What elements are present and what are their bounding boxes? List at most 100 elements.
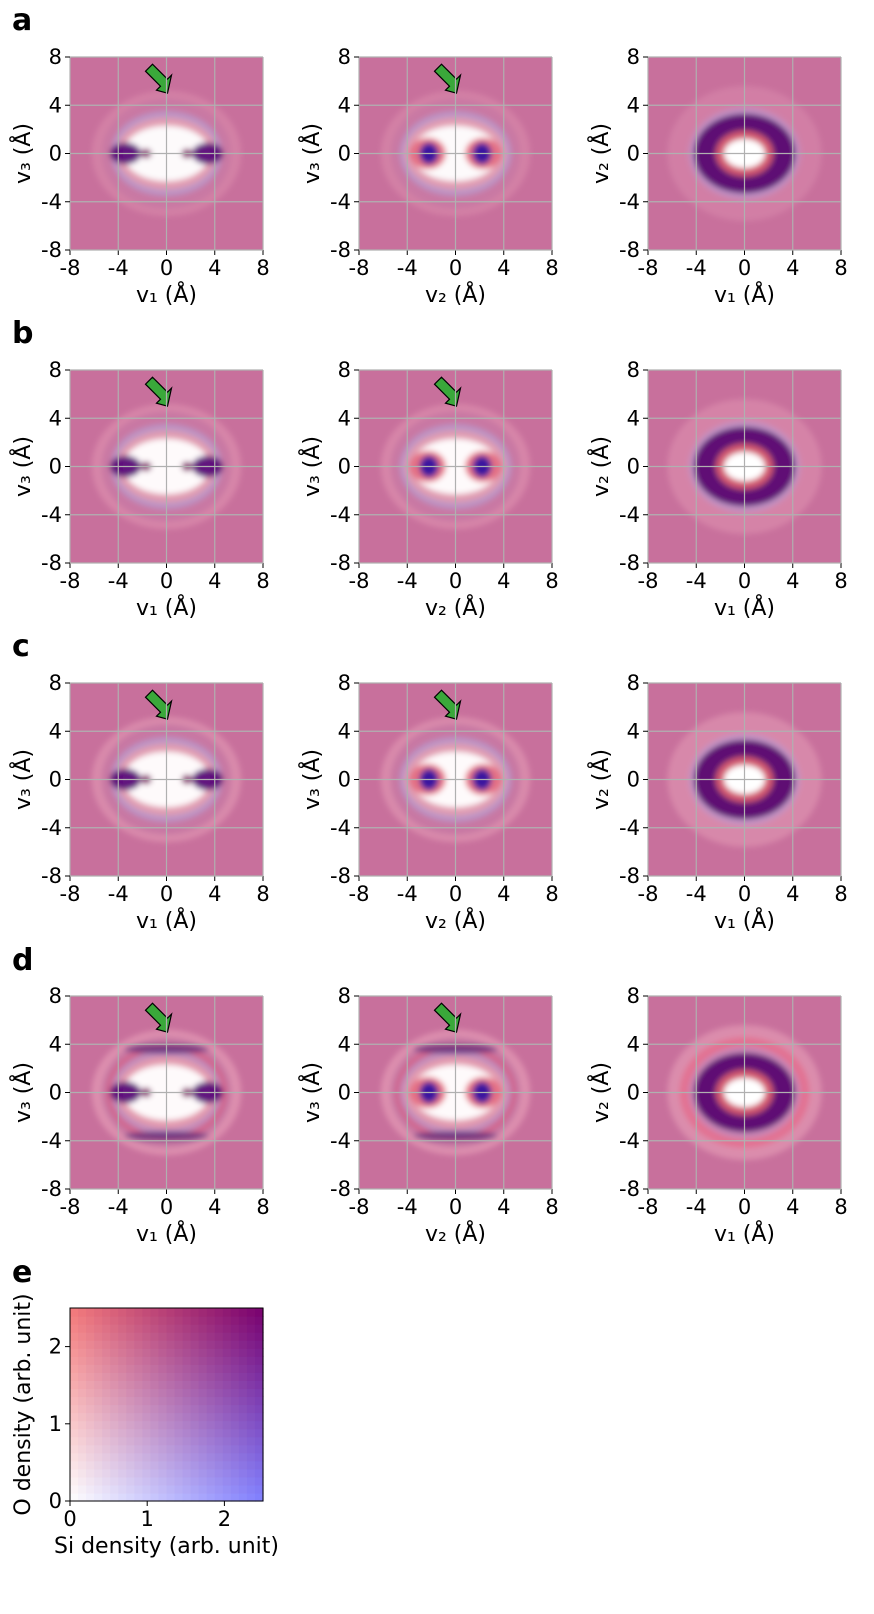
colormap-cell <box>86 1477 95 1486</box>
colormap-cell <box>142 1340 151 1349</box>
colormap-cell <box>70 1453 79 1462</box>
colormap-cell <box>175 1461 184 1470</box>
colormap-cell <box>118 1437 127 1446</box>
colormap-cell <box>247 1437 256 1446</box>
colormap-cell <box>78 1348 87 1357</box>
colormap-cell <box>118 1453 127 1462</box>
colormap-cell <box>167 1316 176 1325</box>
colormap-cell <box>102 1413 111 1422</box>
colormap-cell <box>223 1477 232 1486</box>
colormap-cell <box>126 1388 135 1397</box>
colormap-cell <box>110 1461 119 1470</box>
colormap-cell <box>255 1445 264 1454</box>
colormap-cell <box>110 1437 119 1446</box>
colormap-cell <box>255 1453 264 1462</box>
colormap-cell <box>110 1445 119 1454</box>
colormap-cell <box>183 1324 192 1333</box>
y-tick-label: 4 <box>49 406 62 430</box>
colormap-cell <box>150 1396 159 1405</box>
colormap-cell <box>191 1429 200 1438</box>
x-axis-label: v₁ (Å) <box>714 1220 775 1247</box>
colormap-cell <box>215 1493 224 1502</box>
colormap-cell <box>191 1316 200 1325</box>
x-tick-label: 8 <box>256 1195 269 1219</box>
colormap-cell <box>102 1421 111 1430</box>
x-tick-label: -4 <box>397 882 418 906</box>
colormap-cell <box>126 1469 135 1478</box>
x-tick-label: 4 <box>497 569 510 593</box>
colormap-cell <box>86 1437 95 1446</box>
colormap-cell <box>183 1308 192 1317</box>
colormap-cell <box>255 1437 264 1446</box>
colormap-cell <box>239 1356 248 1365</box>
y-tick-label: 8 <box>338 45 351 69</box>
colormap-cell <box>239 1372 248 1381</box>
x-tick-label: 4 <box>208 256 221 280</box>
colormap-cell <box>150 1429 159 1438</box>
x-tick-label: 0 <box>449 882 462 906</box>
colormap-cell <box>207 1485 216 1494</box>
y-tick-label: 0 <box>627 142 640 166</box>
colormap-cell <box>191 1364 200 1373</box>
colormap-cell <box>102 1445 111 1454</box>
colormap-cell <box>78 1445 87 1454</box>
colormap-cell <box>110 1429 119 1438</box>
colormap-cell <box>207 1437 216 1446</box>
colormap-cell <box>199 1388 208 1397</box>
colormap-cell <box>102 1348 111 1357</box>
colormap-cell <box>167 1364 176 1373</box>
colormap-cell <box>247 1445 256 1454</box>
colormap-cell <box>78 1372 87 1381</box>
colormap-cell <box>86 1348 95 1357</box>
colormap-cell <box>142 1485 151 1494</box>
colormap-cell <box>134 1388 143 1397</box>
colormap-cell <box>167 1372 176 1381</box>
colormap-cell <box>207 1324 216 1333</box>
colormap-cell <box>110 1356 119 1365</box>
colormap-cell <box>207 1405 216 1414</box>
colormap-cell <box>70 1316 79 1325</box>
colormap-cell <box>223 1316 232 1325</box>
colormap-cell <box>86 1453 95 1462</box>
colormap-cell <box>183 1413 192 1422</box>
x-axis-label: v₂ (Å) <box>425 594 486 621</box>
colormap-cell <box>102 1453 111 1462</box>
colormap-cell <box>118 1308 127 1317</box>
colormap-cell <box>215 1477 224 1486</box>
colormap-cell <box>207 1413 216 1422</box>
colormap-cell <box>231 1453 240 1462</box>
colormap-cell <box>134 1396 143 1405</box>
colormap-cell <box>167 1485 176 1494</box>
colormap-cell <box>231 1316 240 1325</box>
panel-label: e <box>12 1255 32 1290</box>
colormap-cell <box>239 1348 248 1357</box>
x-tick-label: 4 <box>786 1195 799 1219</box>
y-axis-label: v₂ (Å) <box>587 436 614 497</box>
colormap-cell <box>223 1453 232 1462</box>
colormap-cell <box>158 1461 167 1470</box>
colormap-cell <box>183 1477 192 1486</box>
colormap-cell <box>207 1445 216 1454</box>
x-tick-label: 1 <box>141 1507 154 1531</box>
colormap-cell <box>223 1364 232 1373</box>
colormap-cell <box>175 1421 184 1430</box>
colormap-cell <box>191 1324 200 1333</box>
colormap-cell <box>255 1372 264 1381</box>
y-tick-label: 0 <box>338 455 351 479</box>
x-axis-label: v₁ (Å) <box>136 594 197 621</box>
colormap-cell <box>118 1461 127 1470</box>
colormap-cell <box>110 1316 119 1325</box>
colormap-cell <box>183 1405 192 1414</box>
x-tick-label: -4 <box>397 569 418 593</box>
colormap-cell <box>247 1477 256 1486</box>
y-tick-label: -8 <box>41 238 62 262</box>
y-tick-label: -4 <box>41 190 62 214</box>
colormap-cell <box>207 1372 216 1381</box>
colormap-cell <box>110 1324 119 1333</box>
colormap-cell <box>118 1493 127 1502</box>
colormap-cell <box>102 1324 111 1333</box>
colormap-cell <box>158 1437 167 1446</box>
colormap-cell <box>175 1372 184 1381</box>
colormap-cell <box>167 1332 176 1341</box>
panel-label: a <box>12 3 32 38</box>
